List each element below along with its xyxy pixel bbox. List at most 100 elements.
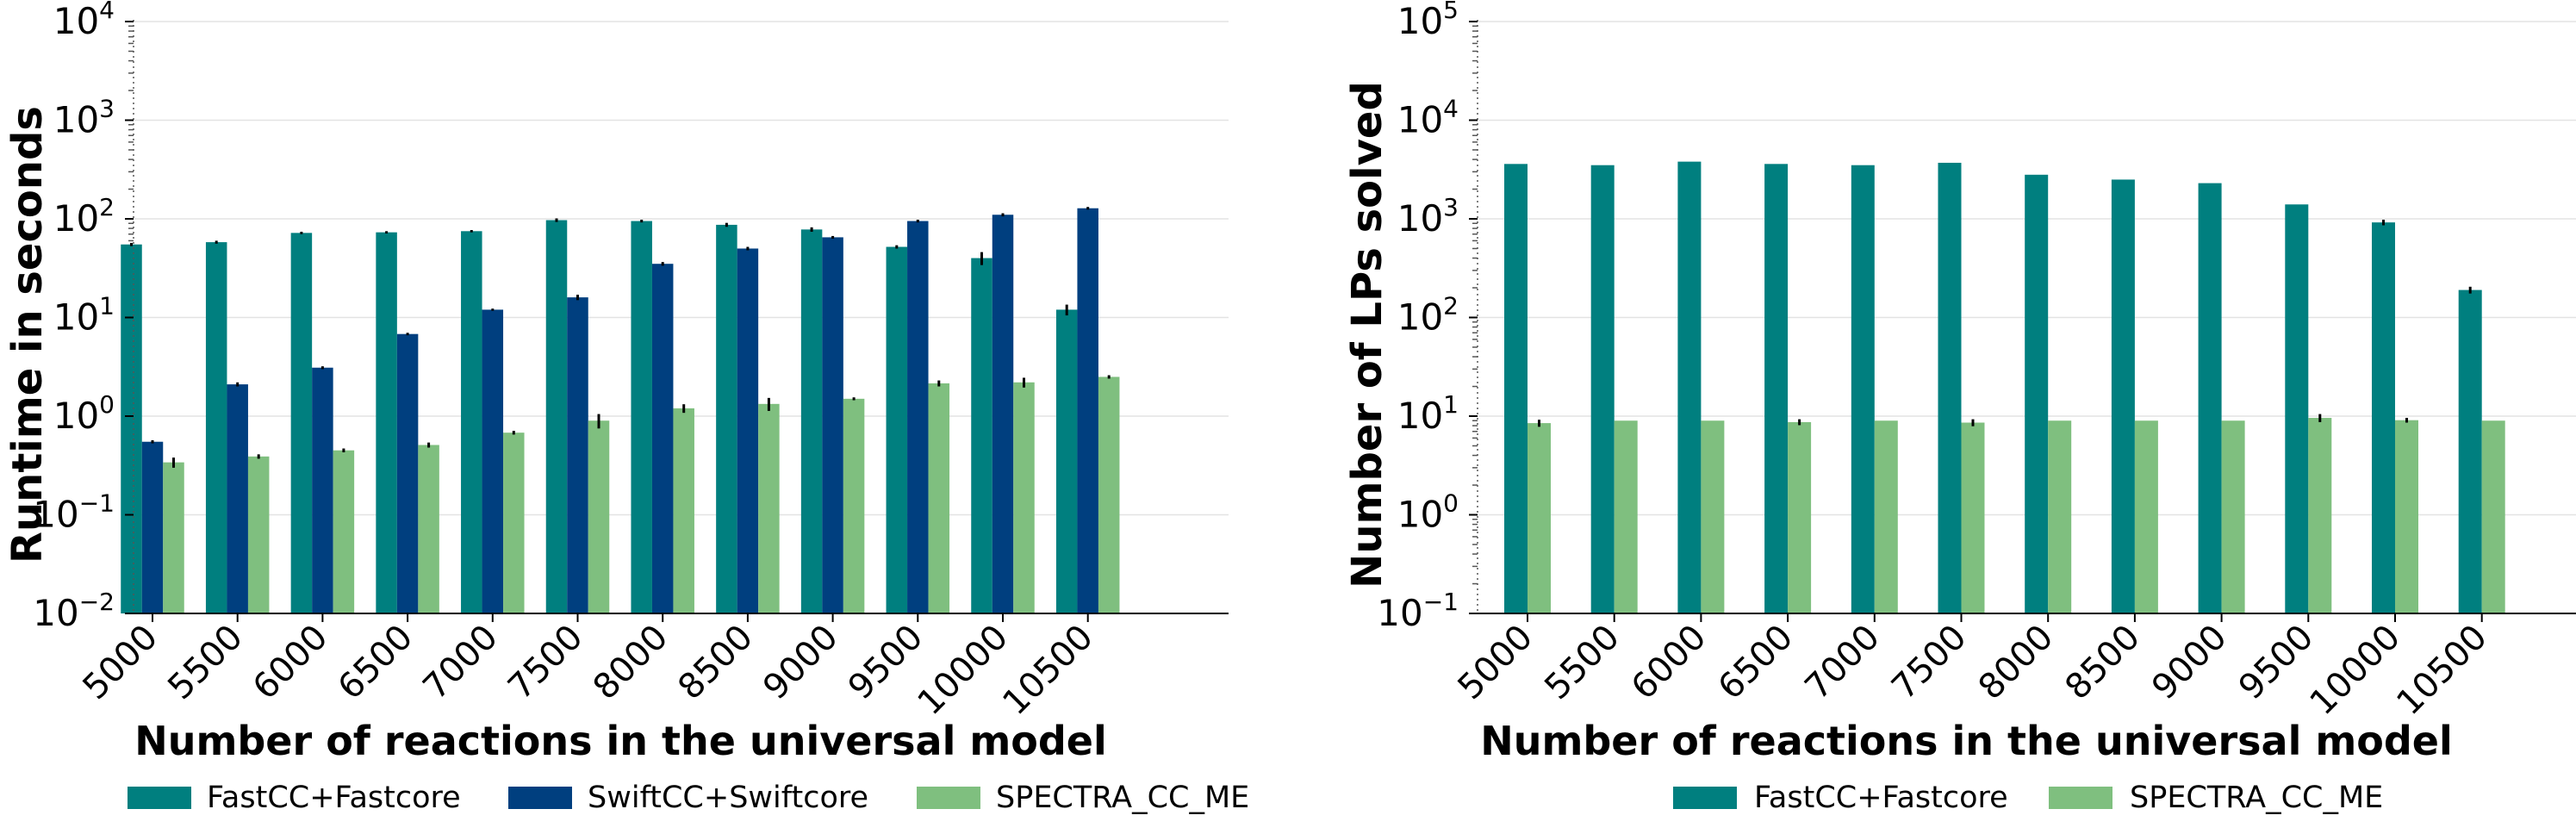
y-tick-exponent: 4	[1443, 95, 1459, 123]
bar	[2025, 174, 2049, 613]
legend-label: FastCC+Fastcore	[1754, 781, 2008, 815]
bar	[1961, 422, 1985, 613]
legend-label: SPECTRA_CC_ME	[996, 781, 1249, 815]
bar	[971, 258, 992, 613]
bar	[227, 384, 248, 613]
bar	[1614, 420, 1638, 613]
bar	[588, 420, 610, 613]
y-tick-label: 101	[53, 292, 115, 339]
y-axis-label: Runtime in seconds	[3, 106, 52, 563]
x-tick-label: 7500	[501, 618, 591, 708]
x-tick-label: 10500	[2389, 618, 2495, 724]
y-tick-base: 10	[53, 0, 99, 42]
bar	[312, 367, 333, 613]
bar	[2308, 418, 2332, 613]
y-tick-label: 100	[53, 390, 115, 437]
y-tick-base: 10	[53, 296, 99, 339]
y-tick-base: 10	[1397, 296, 1443, 339]
x-tick-label: 6000	[246, 618, 336, 708]
bar	[376, 232, 397, 613]
x-axis-label: Number of reactions in the universal mod…	[134, 718, 1107, 764]
bar	[482, 309, 504, 613]
x-tick-label: 10000	[911, 618, 1017, 724]
bar	[1528, 423, 1551, 613]
bar	[2134, 420, 2158, 613]
x-tick-label: 7000	[1797, 618, 1888, 708]
y-tick-exponent: 4	[99, 0, 115, 24]
runtime-chart: 10−210−110010110210310450005500600065007…	[3, 0, 1249, 815]
bar	[396, 333, 419, 613]
y-tick-exponent: 5	[1443, 0, 1459, 24]
y-axis-label: Number of LPs solved	[1343, 81, 1391, 588]
y-tick-label: 103	[1397, 193, 1459, 240]
bar	[1098, 377, 1120, 613]
x-tick-label: 8500	[670, 618, 761, 708]
x-tick-label: 7000	[415, 618, 506, 708]
bar	[631, 221, 652, 613]
bar	[843, 398, 865, 613]
y-tick-base: 10	[53, 99, 99, 141]
y-tick-base: 10	[33, 494, 78, 536]
bar	[1701, 420, 1725, 613]
bar	[2285, 204, 2309, 613]
legend-swatch	[508, 787, 572, 809]
bar	[2458, 289, 2482, 613]
bar	[2111, 179, 2135, 614]
bar	[1590, 165, 1615, 613]
legend-label: FastCC+Fastcore	[207, 781, 461, 815]
bar	[1874, 420, 1898, 613]
bar	[545, 220, 568, 613]
y-tick-label: 10−1	[33, 489, 115, 536]
x-tick-label: 10500	[995, 618, 1101, 724]
x-tick-label: 5500	[1537, 618, 1627, 708]
bar	[163, 462, 184, 613]
y-tick-exponent: 0	[99, 390, 115, 419]
y-tick-label: 101	[1397, 390, 1459, 437]
bar	[1055, 309, 1078, 613]
bar	[1851, 165, 1875, 613]
legend-swatch	[2049, 787, 2112, 809]
y-tick-exponent: −1	[1423, 588, 1459, 616]
bar	[2481, 420, 2505, 613]
y-tick-base: 10	[53, 197, 99, 240]
y-tick-base: 10	[53, 395, 99, 437]
bar	[2221, 420, 2245, 613]
bar	[121, 244, 142, 613]
y-tick-exponent: −2	[79, 588, 115, 616]
bar	[822, 237, 843, 613]
y-tick-label: 105	[1397, 0, 1459, 42]
y-tick-exponent: 1	[1443, 390, 1459, 419]
y-tick-exponent: 1	[99, 292, 115, 321]
x-tick-label: 6500	[331, 618, 421, 708]
bar	[651, 264, 674, 613]
y-tick-label: 102	[53, 193, 115, 240]
legend-swatch	[1673, 787, 1737, 809]
legend-swatch	[917, 787, 980, 809]
bar	[2395, 420, 2418, 613]
x-tick-label: 6500	[1711, 618, 1801, 708]
legend-label: SwiftCC+Swiftcore	[588, 781, 868, 815]
y-tick-base: 10	[1397, 0, 1443, 42]
y-tick-label: 10−2	[33, 588, 115, 634]
x-tick-label: 5500	[160, 618, 251, 708]
bar	[461, 231, 482, 613]
y-tick-base: 10	[1377, 592, 1422, 634]
y-tick-exponent: 3	[1443, 193, 1459, 221]
x-tick-label: 8000	[1971, 618, 2062, 708]
y-tick-base: 10	[1397, 99, 1443, 141]
x-tick-label: 8000	[586, 618, 676, 708]
bar	[1504, 164, 1528, 614]
y-tick-base: 10	[1397, 494, 1443, 536]
y-tick-exponent: 3	[99, 95, 115, 123]
bar	[1013, 382, 1035, 613]
y-tick-exponent: −1	[79, 489, 115, 518]
y-tick-label: 103	[53, 95, 115, 141]
x-tick-label: 10000	[2303, 618, 2409, 724]
bar	[333, 450, 355, 613]
bar	[247, 456, 270, 613]
bar	[1764, 164, 1789, 614]
y-tick-exponent: 2	[1443, 292, 1459, 321]
x-tick-label: 7500	[1884, 618, 1975, 708]
y-tick-label: 104	[1397, 95, 1459, 141]
